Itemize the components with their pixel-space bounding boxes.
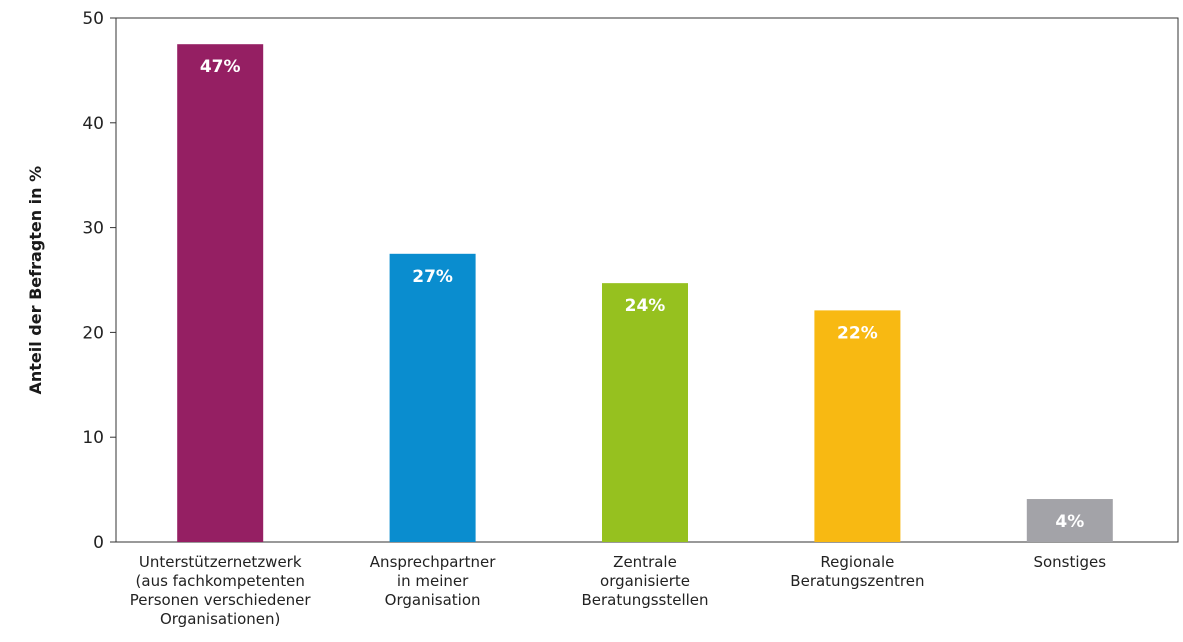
bar xyxy=(177,44,264,542)
x-category-label-line: Personen verschiedener xyxy=(130,591,312,609)
data-label: 22% xyxy=(837,323,878,343)
x-category-label-line: Unterstützernetzwerk xyxy=(139,553,302,571)
y-tick-label: 30 xyxy=(82,219,104,239)
x-category-label-line: Zentrale xyxy=(613,553,677,571)
data-label: 27% xyxy=(412,267,453,287)
x-category-label: Zentrale organisierte Beratungsstellen xyxy=(581,553,708,609)
bar xyxy=(1026,499,1113,542)
x-category-label: Unterstützernetzwerk (aus fachkompetenten… xyxy=(130,553,312,628)
bar xyxy=(389,253,476,543)
y-tick-label: 50 xyxy=(82,9,104,29)
y-axis-label: Anteil der Befragten in % xyxy=(26,165,45,395)
data-label: 47% xyxy=(200,57,241,77)
bar xyxy=(814,310,901,542)
x-category-label-line: Sonstiges xyxy=(1033,553,1106,571)
y-tick-label: 20 xyxy=(82,323,104,343)
x-category-label: Sonstiges xyxy=(1033,553,1106,571)
x-category-label: Regionale Beratungszentren xyxy=(790,553,924,590)
x-category-label: Ansprechpartner in meiner Organisation xyxy=(370,553,496,609)
x-category-label-line: Beratungszentren xyxy=(790,572,924,590)
data-label: 4% xyxy=(1055,512,1084,532)
y-tick-label: 0 xyxy=(93,533,104,553)
y-tick-label: 40 xyxy=(82,114,104,134)
x-category-label-line: Organisationen) xyxy=(160,610,280,628)
x-category-label-line: Beratungsstellen xyxy=(581,591,708,609)
x-category-label-line: in meiner xyxy=(397,572,469,590)
x-category-label-line: organisierte xyxy=(600,572,690,590)
x-category-label-line: Regionale xyxy=(820,553,894,571)
x-category-label-line: (aus fachkompetenten xyxy=(136,572,305,590)
y-tick-label: 10 xyxy=(82,428,104,448)
x-category-label-line: Organisation xyxy=(385,591,481,609)
x-category-label-line: Ansprechpartner xyxy=(370,553,496,571)
data-label: 24% xyxy=(625,296,666,316)
bar xyxy=(602,283,688,542)
